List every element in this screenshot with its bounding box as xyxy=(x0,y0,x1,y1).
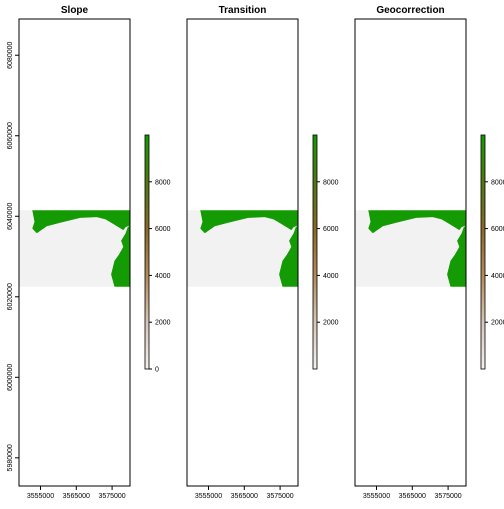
colorbar xyxy=(312,134,318,370)
colorbar-tick-label: 8000 xyxy=(323,179,339,186)
colorbar-tick-label: 0 xyxy=(155,367,159,374)
raster-layer xyxy=(19,210,130,287)
colorbar xyxy=(480,134,486,370)
raster-coast-north xyxy=(32,210,130,234)
x-tick-label: 3565000 xyxy=(231,493,258,500)
colorbar-tick-label: 6000 xyxy=(323,226,339,233)
colorbar-tick-label: 4000 xyxy=(155,273,171,280)
raster-coast-east xyxy=(447,225,466,287)
y-tick-label: 6040000 xyxy=(7,203,14,230)
x-tick-label: 3565000 xyxy=(399,493,426,500)
colorbar-tick-label: 2000 xyxy=(323,320,339,327)
panel-title: Geocorrection xyxy=(376,5,444,16)
colorbar-tick-label: 8000 xyxy=(491,179,504,186)
colorbar-tick-label: 8000 xyxy=(155,179,171,186)
raster-layer xyxy=(187,210,298,287)
colorbar-tick-label: 2000 xyxy=(491,320,504,327)
y-tick-label: 6020000 xyxy=(7,283,14,310)
colorbar-tick-label: 4000 xyxy=(491,273,504,280)
plot-frame xyxy=(18,18,131,487)
raster-coast-north xyxy=(368,210,466,234)
plot-frame xyxy=(186,18,299,487)
panel-title: Transition xyxy=(219,5,267,16)
panel-title: Slope xyxy=(61,5,89,16)
x-tick-label: 3555000 xyxy=(27,493,54,500)
x-tick-label: 3555000 xyxy=(195,493,222,500)
colorbar-tick-label: 6000 xyxy=(491,226,504,233)
colorbar xyxy=(144,134,150,370)
y-tick-label: 5980000 xyxy=(7,444,14,471)
panel-1: Transition 3555000 3565000 3575000 2000 4000 6… xyxy=(186,5,339,500)
raster-layer xyxy=(355,210,466,287)
x-tick-label: 3575000 xyxy=(434,493,461,500)
colorbar-tick-label: 2000 xyxy=(155,320,171,327)
plot-frame xyxy=(354,18,467,487)
raster-coast-east xyxy=(111,225,130,287)
y-tick-label: 6080000 xyxy=(7,42,14,69)
panel-2: Geocorrection 3555000 3565000 3575000 2000 40… xyxy=(354,5,504,500)
raster-coast-east xyxy=(279,225,298,287)
raster-coast-north xyxy=(200,210,298,234)
colorbar-tick-label: 6000 xyxy=(155,226,171,233)
x-tick-label: 3555000 xyxy=(363,493,390,500)
panel-0: Slope 3555000 3565000 3575000 5980000 6000000… xyxy=(7,5,171,500)
colorbar-tick-label: 4000 xyxy=(323,273,339,280)
x-tick-label: 3575000 xyxy=(98,493,125,500)
x-tick-label: 3565000 xyxy=(63,493,90,500)
x-tick-label: 3575000 xyxy=(266,493,293,500)
y-tick-label: 6000000 xyxy=(7,364,14,391)
y-tick-label: 6060000 xyxy=(7,122,14,149)
